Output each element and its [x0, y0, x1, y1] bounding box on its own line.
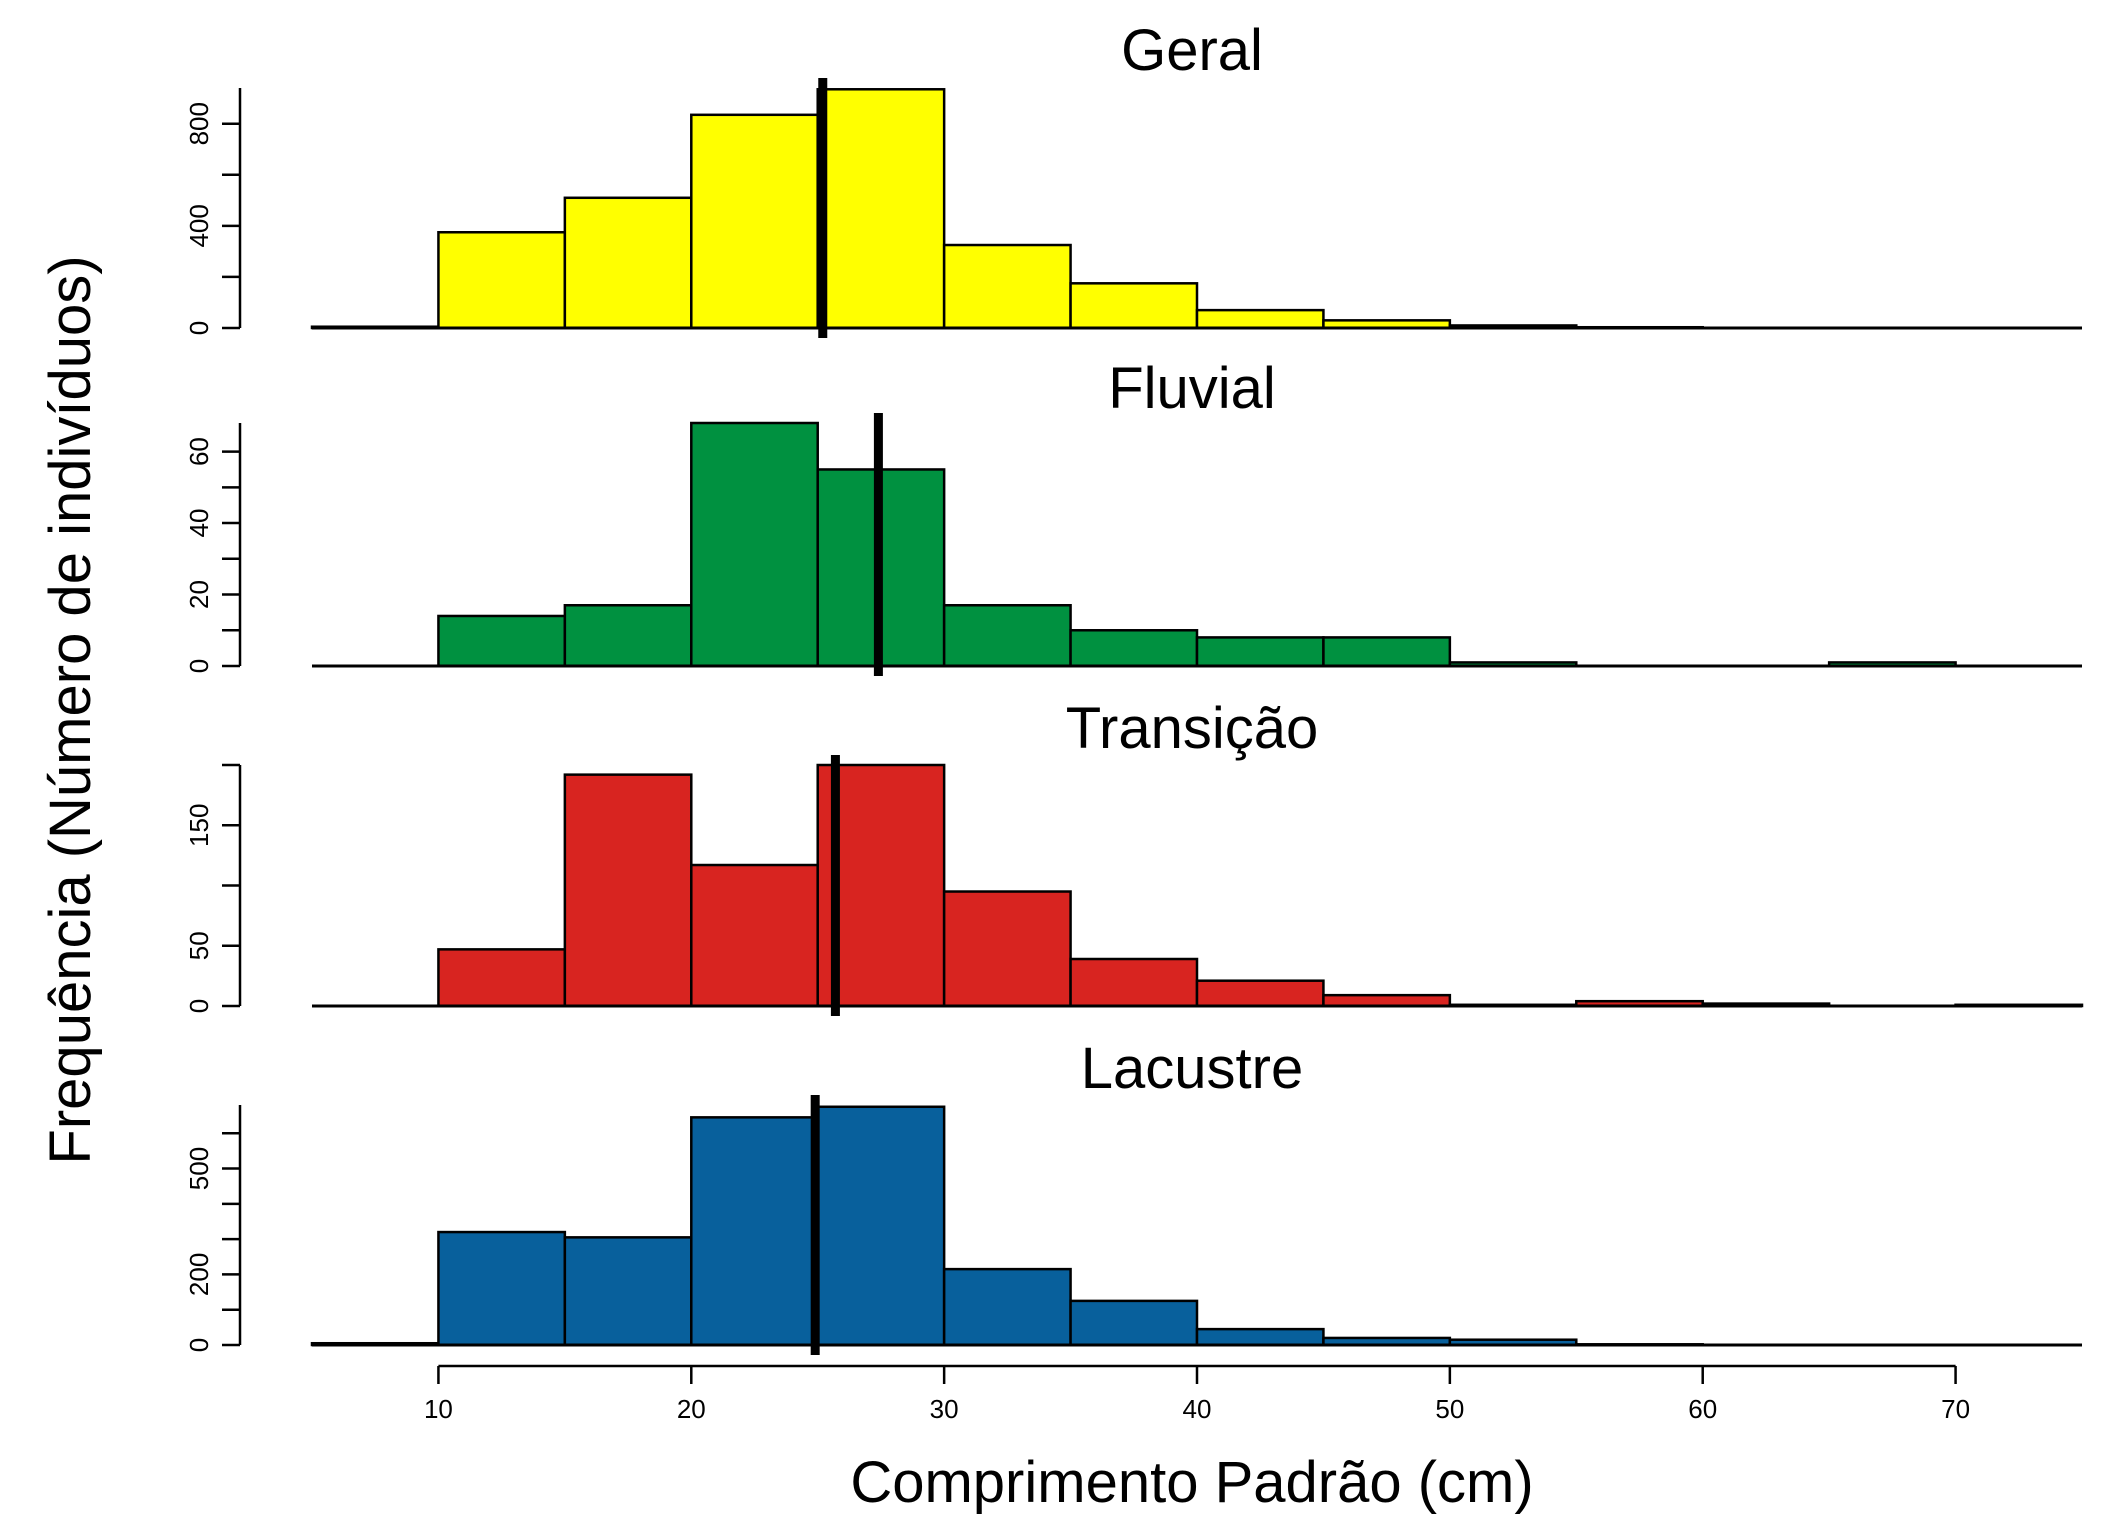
histogram-bar — [1069, 1299, 1199, 1347]
y-axis-title: Frequência (Número de indivíduos) — [38, 255, 103, 1164]
x-tick-label: 50 — [1435, 1394, 1464, 1424]
histogram-bar — [1195, 979, 1325, 1008]
histogram-bar — [563, 773, 693, 1008]
histogram-bar — [563, 196, 693, 330]
y-tick-label: 20 — [184, 580, 214, 609]
x-tick-label: 60 — [1688, 1394, 1717, 1424]
y-tick-label: 0 — [184, 999, 214, 1013]
panel-geral: Geral 0 400 800 — [184, 18, 2082, 338]
y-tick-label: 60 — [184, 437, 214, 466]
y-axis: 0 20 40 60 — [184, 423, 242, 673]
histogram-bar — [690, 421, 819, 668]
y-axis: 0 200 500 — [184, 1105, 242, 1352]
y-tick-label: 0 — [184, 659, 214, 673]
histogram-bar — [563, 1236, 693, 1347]
y-tick-label: 150 — [184, 804, 214, 847]
x-tick-label: 30 — [930, 1394, 959, 1424]
panel-transicao: Transição 0 50 150 — [184, 696, 2084, 1016]
y-axis: 0 50 150 — [184, 763, 242, 1013]
panels-layer: Geral 0 400 800 Fluvial 0 20 40 60 Transição 0 50 15… — [184, 18, 2084, 1355]
y-tick-label: 50 — [184, 931, 214, 960]
histogram-bar — [1195, 1327, 1325, 1347]
panel-title: Lacustre — [1081, 1036, 1303, 1101]
histogram-bar — [942, 243, 1072, 330]
histogram-bar — [437, 1230, 567, 1347]
histogram-bar — [1069, 957, 1199, 1008]
histogram-bar — [816, 1105, 946, 1347]
histogram-bar — [1195, 308, 1325, 330]
y-tick-label: 200 — [184, 1253, 214, 1296]
x-tick-label: 10 — [424, 1394, 453, 1424]
y-tick-label: 800 — [184, 102, 214, 145]
panel-title: Transição — [1066, 696, 1319, 761]
histogram-bar — [942, 1267, 1072, 1347]
panel-title: Fluvial — [1108, 356, 1276, 421]
histogram-bar — [1322, 993, 1452, 1008]
histogram-bar — [690, 113, 819, 330]
x-tick-label: 70 — [1941, 1394, 1970, 1424]
histogram-bar — [1195, 636, 1325, 668]
y-tick-label: 500 — [184, 1147, 214, 1190]
histogram-bar — [437, 948, 567, 1008]
x-tick-label: 40 — [1183, 1394, 1212, 1424]
histogram-bar — [942, 890, 1072, 1008]
histogram-bar — [690, 863, 819, 1008]
histogram-bar — [1069, 629, 1199, 668]
panel-lacustre: Lacustre 0 200 500 — [184, 1036, 2082, 1355]
x-tick-label: 20 — [677, 1394, 706, 1424]
y-tick-label: 400 — [184, 204, 214, 247]
histogram-bar — [942, 604, 1072, 668]
histogram-bar — [690, 1116, 819, 1347]
y-tick-label: 40 — [184, 509, 214, 538]
panel-fluvial: Fluvial 0 20 40 60 — [184, 356, 2082, 676]
histogram-bar — [1069, 282, 1199, 330]
y-tick-label: 0 — [184, 321, 214, 335]
panel-title: Geral — [1121, 18, 1263, 83]
histogram-bar — [437, 231, 567, 330]
x-axis-title: Comprimento Padrão (cm) — [850, 1450, 1533, 1515]
histogram-bar — [437, 614, 567, 668]
x-axis: 10 20 30 40 50 60 70 — [424, 1364, 1970, 1424]
histogram-bar — [563, 604, 693, 668]
y-tick-label: 0 — [184, 1338, 214, 1352]
histogram-bar — [816, 88, 946, 330]
histogram-bar — [1322, 636, 1452, 668]
y-axis: 0 400 800 — [184, 88, 242, 335]
